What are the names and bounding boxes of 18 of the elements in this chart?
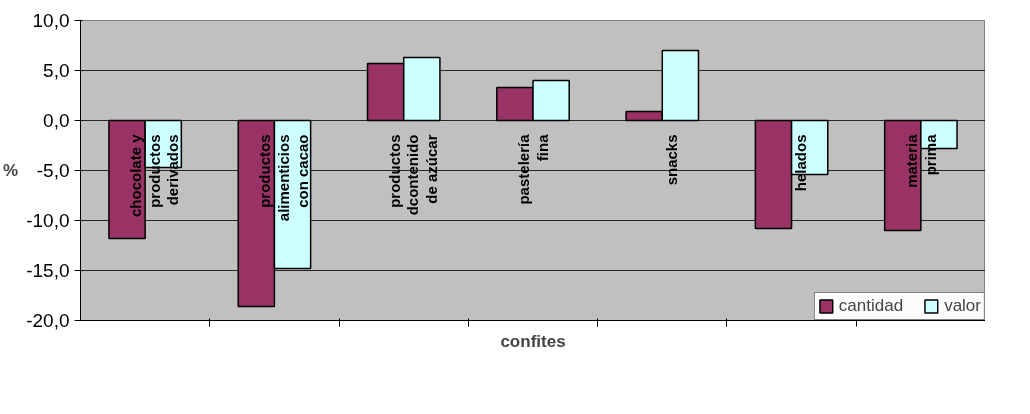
x-tick-label: materia prima: [903, 133, 939, 188]
x-tick-label: chocolate y productos derivados: [126, 133, 182, 218]
x-tick-label: pastelería fina: [515, 133, 551, 205]
y-tick-label: -5,0: [36, 160, 70, 181]
y-axis-title: %: [3, 161, 19, 180]
x-tick-label: productos alimenticios con cacao: [256, 134, 311, 222]
legend-label: valor: [944, 296, 981, 316]
y-tick-label: -20,0: [26, 310, 70, 331]
y-tick-label: 10,0: [32, 10, 70, 31]
x-tick-label: snacks: [662, 134, 680, 186]
x-tick-label: helados: [792, 134, 810, 192]
y-tick-label: -10,0: [26, 210, 70, 231]
legend-label: cantidad: [838, 296, 904, 316]
x-tick-label: productos dcontenido de azúcar: [385, 134, 440, 216]
x-axis-title: confites: [500, 331, 566, 351]
y-tick-label: 5,0: [43, 60, 70, 81]
y-tick-label: 0,0: [43, 110, 70, 131]
y-tick-label: -15,0: [26, 260, 70, 281]
